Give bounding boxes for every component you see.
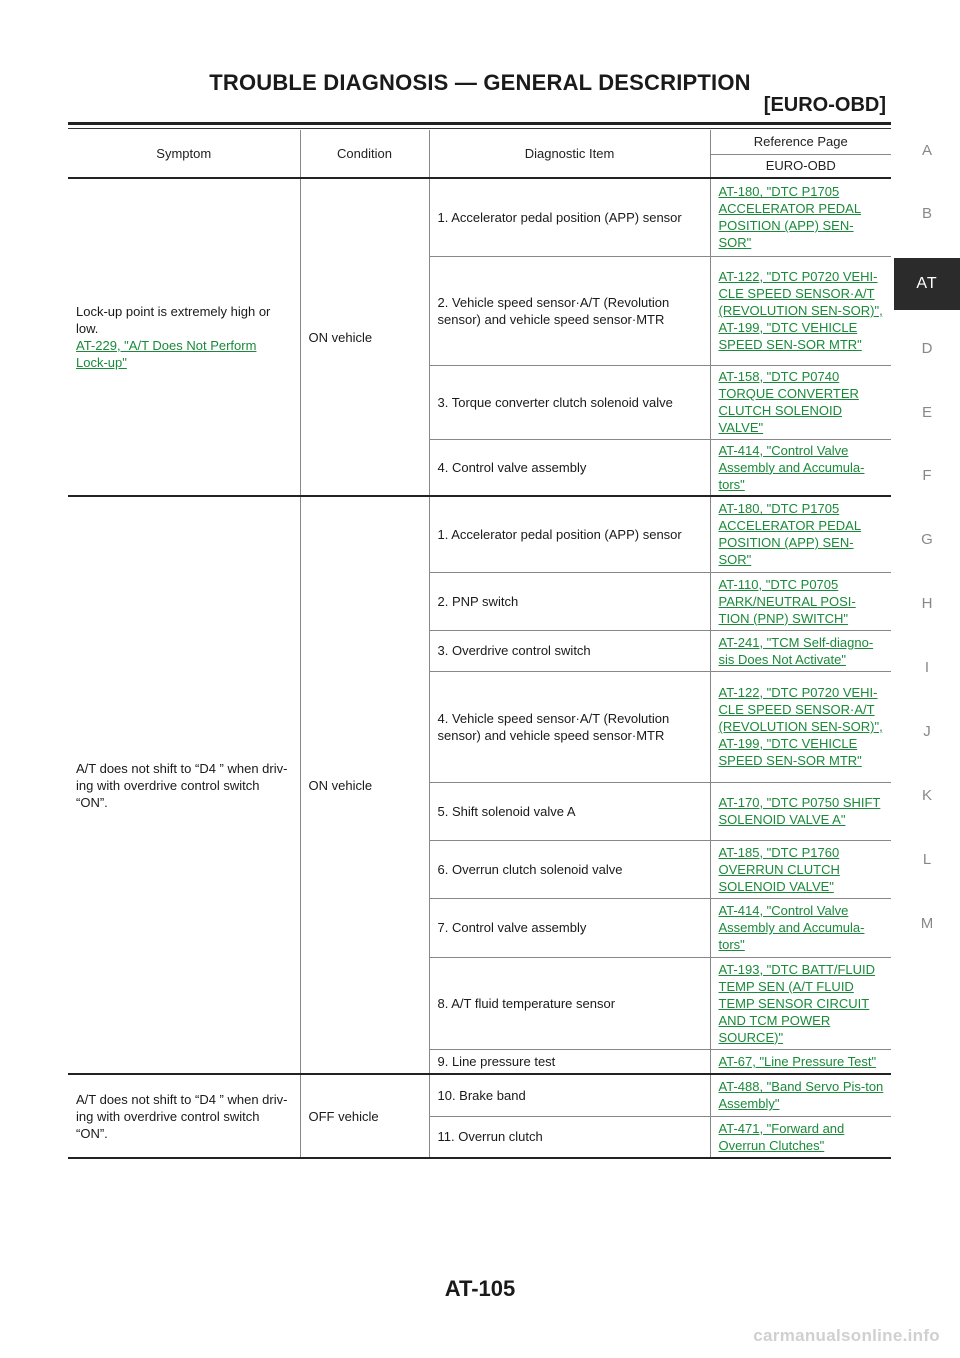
condition-cell: ON vehicle <box>300 496 430 1075</box>
diagnostic-item: 7. Control valve assembly <box>429 898 711 958</box>
diagnostic-item: 2. Vehicle speed sensor·A/T (Revolution … <box>429 256 711 366</box>
watermark: carmanualsonline.info <box>753 1326 940 1345</box>
reference-link[interactable]: AT-185, "DTC P1760 OVERRUN CLUTCH SOLENO… <box>718 844 840 894</box>
reference-cell: AT-193, "DTC BATT/FLUID TEMP SEN (A/T FL… <box>710 957 891 1050</box>
diagnostic-item: 3. Overdrive control switch <box>429 630 711 672</box>
reference-link[interactable]: AT-122, "DTC P0720 VEHI-CLE SPEED SENSOR… <box>718 269 883 352</box>
section-tab-i[interactable]: I <box>924 659 930 676</box>
diagnostic-item: 5. Shift solenoid valve A <box>429 782 711 841</box>
reference-link[interactable]: AT-414, "Control Valve Assembly and Accu… <box>718 442 865 492</box>
section-tab-e[interactable]: E <box>921 404 932 421</box>
diagnostic-item: 1. Accelerator pedal position (APP) sens… <box>429 496 711 573</box>
col-header-condition: Condition <box>300 130 430 179</box>
reference-link[interactable]: AT-170, "DTC P0750 SHIFT SOLENOID VALVE … <box>718 795 881 827</box>
reference-cell: AT-471, "Forward and Overrun Clutches" <box>710 1116 891 1159</box>
section-tab-j[interactable]: J <box>923 723 931 740</box>
reference-cell: AT-158, "DTC P0740 TORQUE CONVERTER CLUT… <box>710 365 891 440</box>
reference-cell: AT-67, "Line Pressure Test" <box>710 1049 891 1075</box>
section-tab-g[interactable]: G <box>921 531 933 548</box>
diagnostic-item: 3. Torque converter clutch solenoid valv… <box>429 365 711 440</box>
reference-cell: AT-488, "Band Servo Pis-ton Assembly" <box>710 1074 891 1117</box>
section-tab-m[interactable]: M <box>920 915 934 932</box>
col-header-diagnostic-item: Diagnostic Item <box>429 130 711 179</box>
diagnostic-item: 6. Overrun clutch solenoid valve <box>429 840 711 899</box>
reference-cell: AT-180, "DTC P1705 ACCELERATOR PEDAL POS… <box>710 496 891 573</box>
diagnosis-table: Symptom Condition Diagnostic Item Refere… <box>68 130 891 1159</box>
condition-cell: OFF vehicle <box>300 1074 430 1159</box>
col-header-reference: Reference Page <box>710 130 891 155</box>
diagnostic-item: 4. Vehicle speed sensor·A/T (Revolution … <box>429 671 711 783</box>
reference-cell: AT-122, "DTC P0720 VEHI-CLE SPEED SENSOR… <box>710 671 891 783</box>
condition-cell: ON vehicle <box>300 178 430 497</box>
diagnostic-item: 11. Overrun clutch <box>429 1116 711 1159</box>
reference-cell: AT-110, "DTC P0705 PARK/NEUTRAL POSI-TIO… <box>710 572 891 631</box>
symptom-link[interactable]: AT-229, "A/T Does Not Perform Lock-up" <box>76 338 257 370</box>
diagnostic-item: 9. Line pressure test <box>429 1049 711 1075</box>
diagnostic-item: 10. Brake band <box>429 1074 711 1117</box>
reference-link[interactable]: AT-193, "DTC BATT/FLUID TEMP SEN (A/T FL… <box>718 961 876 1045</box>
diagnostic-item: 2. PNP switch <box>429 572 711 631</box>
section-tab-d[interactable]: D <box>921 340 933 357</box>
reference-link[interactable]: AT-414, "Control Valve Assembly and Accu… <box>718 903 865 952</box>
diagnostic-item: 8. A/T fluid temperature sensor <box>429 957 711 1050</box>
page-title: TROUBLE DIAGNOSIS — GENERAL DESCRIPTION <box>209 70 751 95</box>
header-rule-thin <box>68 128 891 129</box>
reference-link[interactable]: AT-180, "DTC P1705 ACCELERATOR PEDAL POS… <box>718 184 862 251</box>
reference-link[interactable]: AT-180, "DTC P1705 ACCELERATOR PEDAL POS… <box>718 501 862 568</box>
page-number: AT-105 <box>444 1276 516 1301</box>
reference-link[interactable]: AT-241, "TCM Self-diagno-sis Does Not Ac… <box>718 634 874 667</box>
diagnostic-item: 1. Accelerator pedal position (APP) sens… <box>429 178 711 257</box>
reference-link[interactable]: AT-488, "Band Servo Pis-ton Assembly" <box>718 1079 884 1112</box>
page-subtitle: [EURO-OBD] <box>763 94 886 116</box>
section-tab-l[interactable]: L <box>922 851 932 868</box>
reference-link[interactable]: AT-67, "Line Pressure Test" <box>718 1053 877 1069</box>
section-tab-a[interactable]: A <box>921 142 932 159</box>
reference-link[interactable]: AT-158, "DTC P0740 TORQUE CONVERTER CLUT… <box>718 369 859 435</box>
reference-cell: AT-414, "Control Valve Assembly and Accu… <box>710 898 891 958</box>
section-tab-at[interactable]: AT <box>894 258 960 310</box>
col-header-symptom: Symptom <box>68 130 301 179</box>
section-tab-k[interactable]: K <box>921 787 932 804</box>
section-tab-b[interactable]: B <box>921 205 932 222</box>
diagnostic-item: 4. Control valve assembly <box>429 439 711 497</box>
symptom-cell: Lock-up point is extremely high or low. … <box>68 178 301 497</box>
col-header-reference-sub: EURO-OBD <box>710 154 891 179</box>
reference-cell: AT-414, "Control Valve Assembly and Accu… <box>710 439 891 497</box>
reference-link[interactable]: AT-471, "Forward and Overrun Clutches" <box>718 1120 845 1153</box>
reference-cell: AT-170, "DTC P0750 SHIFT SOLENOID VALVE … <box>710 782 891 841</box>
reference-cell: AT-185, "DTC P1760 OVERRUN CLUTCH SOLENO… <box>710 840 891 899</box>
symptom-cell: A/T does not shift to “D4 ” when driv-in… <box>68 1074 301 1159</box>
reference-cell: AT-122, "DTC P0720 VEHI-CLE SPEED SENSOR… <box>710 256 891 366</box>
reference-link[interactable]: AT-110, "DTC P0705 PARK/NEUTRAL POSI-TIO… <box>718 576 856 626</box>
symptom-text: Lock-up point is extremely high or low. <box>76 304 271 336</box>
reference-cell: AT-241, "TCM Self-diagno-sis Does Not Ac… <box>710 630 891 672</box>
section-tab-h[interactable]: H <box>921 595 933 612</box>
header-rule <box>68 122 891 125</box>
symptom-cell: A/T does not shift to “D4 ” when driv-in… <box>68 496 301 1075</box>
reference-cell: AT-180, "DTC P1705 ACCELERATOR PEDAL POS… <box>710 178 891 257</box>
reference-link[interactable]: AT-122, "DTC P0720 VEHI-CLE SPEED SENSOR… <box>718 685 883 768</box>
section-tab-f[interactable]: F <box>922 467 932 484</box>
